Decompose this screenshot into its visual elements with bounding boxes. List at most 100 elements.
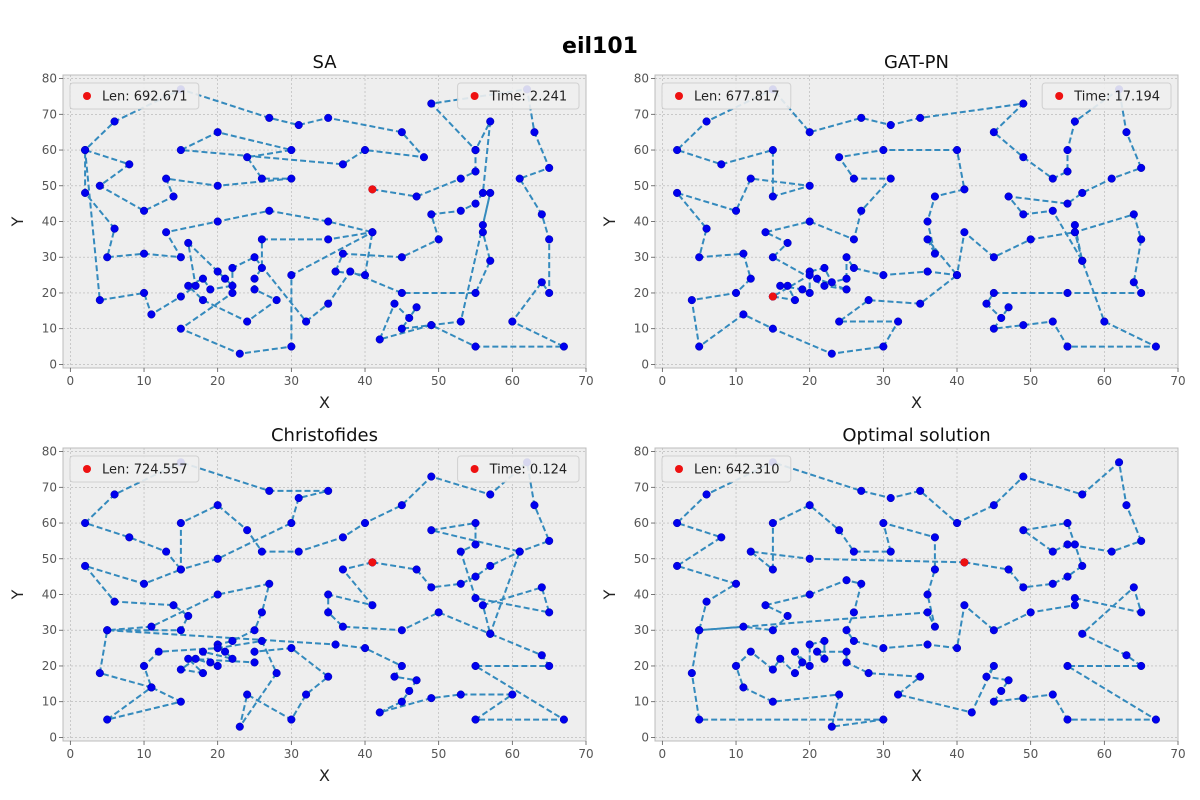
city-point xyxy=(176,145,185,155)
y-tick-label: 20 xyxy=(42,286,57,300)
city-point xyxy=(916,486,925,495)
city-point xyxy=(1063,199,1072,208)
city-point xyxy=(331,267,340,276)
city-point xyxy=(213,267,222,276)
x-tick-label: 10 xyxy=(728,374,743,388)
city-point xyxy=(257,174,266,183)
city-point xyxy=(1070,228,1079,237)
city-point xyxy=(717,533,726,542)
legend-upper-right: Time: 0.124 xyxy=(457,455,580,483)
subplot-gat-pn: 0 10 20 30 40 50 60 70 0 10 20 30 40 50 60 70 80 X Y GAT-PN… xyxy=(600,52,1186,412)
y-tick-label: 50 xyxy=(42,552,57,566)
legend-label: Len: 642.310 xyxy=(694,463,780,478)
city-point xyxy=(213,181,222,190)
city-point xyxy=(162,174,171,183)
city-point xyxy=(1019,583,1028,592)
city-point xyxy=(989,697,998,706)
y-tick-label: 10 xyxy=(42,322,57,336)
city-point xyxy=(375,708,384,717)
subplot-title: GAT-PN xyxy=(884,52,949,73)
city-point xyxy=(243,526,252,535)
city-point xyxy=(110,597,119,606)
city-point xyxy=(1078,490,1087,499)
y-tick-label: 40 xyxy=(42,588,57,602)
legend-label: Len: 692.671 xyxy=(102,90,188,105)
city-point xyxy=(790,296,800,305)
city-point xyxy=(1129,583,1138,592)
city-point xyxy=(95,181,104,190)
city-point xyxy=(471,715,480,724)
subplot-title: SA xyxy=(312,52,337,73)
city-point xyxy=(213,554,222,563)
city-point xyxy=(81,188,90,197)
city-point xyxy=(997,313,1006,323)
city-point xyxy=(1107,174,1116,183)
city-point xyxy=(265,113,274,122)
city-point xyxy=(250,253,259,262)
city-point xyxy=(673,145,682,155)
city-point xyxy=(849,263,858,273)
city-point xyxy=(257,547,266,556)
city-point xyxy=(221,274,230,283)
city-point xyxy=(360,145,370,155)
city-point xyxy=(427,526,436,535)
city-point xyxy=(1100,317,1109,326)
city-point xyxy=(894,317,903,326)
city-point xyxy=(673,188,682,197)
city-point xyxy=(360,271,370,280)
city-point xyxy=(545,536,554,545)
x-tick-label: 50 xyxy=(431,374,446,388)
city-point xyxy=(857,113,866,122)
city-point xyxy=(1151,715,1160,724)
y-tick-label: 70 xyxy=(42,107,57,121)
city-point xyxy=(842,658,851,667)
city-point xyxy=(390,672,399,681)
city-point xyxy=(849,608,858,617)
city-point xyxy=(695,253,704,262)
city-point xyxy=(1070,221,1079,230)
city-point xyxy=(695,715,704,724)
city-point xyxy=(1063,518,1072,528)
city-point xyxy=(537,583,546,592)
city-point xyxy=(287,271,296,280)
x-tick-label: 40 xyxy=(949,374,964,388)
city-point xyxy=(287,145,296,155)
city-point xyxy=(213,590,222,599)
city-point xyxy=(687,296,696,305)
city-point xyxy=(478,601,487,610)
city-point xyxy=(982,672,991,681)
city-point xyxy=(1129,278,1138,287)
city-point xyxy=(835,690,844,699)
city-point xyxy=(139,661,149,671)
y-tick-label: 60 xyxy=(42,516,57,530)
city-point xyxy=(250,626,259,635)
city-point xyxy=(827,278,836,287)
city-point xyxy=(813,647,822,656)
city-point xyxy=(864,669,873,678)
legend-marker xyxy=(675,465,683,473)
city-point xyxy=(213,644,222,653)
city-point xyxy=(537,278,546,287)
city-point xyxy=(805,217,814,226)
legend-label: Time: 0.124 xyxy=(489,463,568,478)
x-tick-label: 50 xyxy=(1023,374,1038,388)
city-point xyxy=(835,317,844,326)
city-point xyxy=(456,206,465,215)
x-tick-label: 30 xyxy=(876,374,891,388)
y-tick-label: 40 xyxy=(42,215,57,229)
y-tick-label: 50 xyxy=(634,179,649,193)
city-point xyxy=(324,235,333,244)
city-point xyxy=(176,253,185,262)
city-point xyxy=(1048,174,1057,183)
y-tick-label: 80 xyxy=(42,72,57,86)
city-point xyxy=(176,665,185,674)
city-point xyxy=(471,594,480,603)
legend-box xyxy=(69,82,200,110)
city-point xyxy=(805,271,814,280)
start-point xyxy=(368,558,377,567)
x-tick-label: 20 xyxy=(802,374,817,388)
city-point xyxy=(923,590,932,599)
city-point xyxy=(790,669,800,678)
city-point xyxy=(952,644,962,653)
city-point xyxy=(559,715,568,724)
